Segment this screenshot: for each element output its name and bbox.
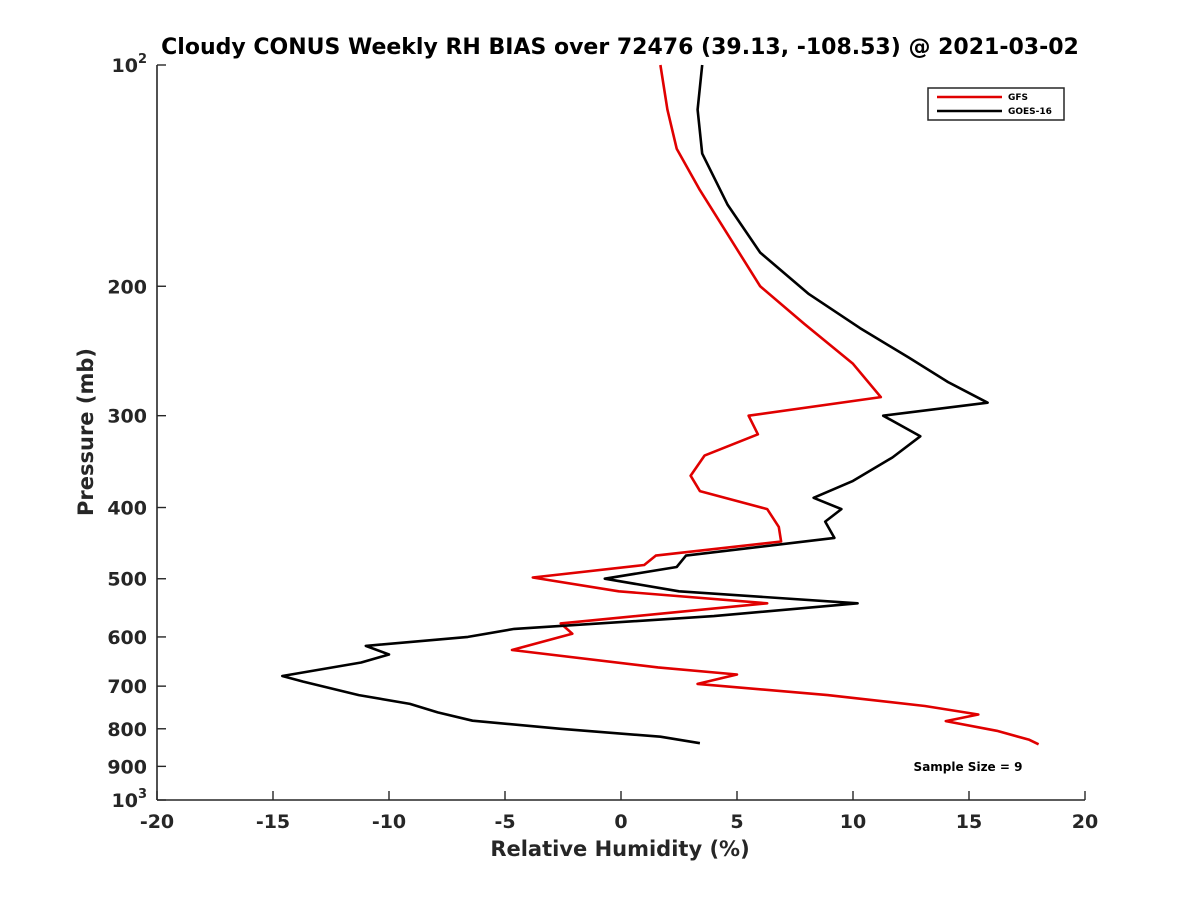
x-tick-label: -20 <box>140 811 174 833</box>
legend-label-goes16: GOES-16 <box>1008 107 1052 117</box>
x-tick-label: -5 <box>494 811 515 833</box>
sample-size-annotation: Sample Size = 9 <box>914 760 1023 774</box>
y-tick-label: 900 <box>107 756 147 778</box>
axes: -20 -15 -10 -5 0 5 10 15 20 102 200 300 400 500 600 700… <box>107 52 1098 833</box>
legend-box <box>927 87 1065 121</box>
x-tick-label: 0 <box>614 811 627 833</box>
legend: GFS GOES-16 <box>927 87 1065 121</box>
x-tick-label: 15 <box>956 811 982 833</box>
y-tick-label: 300 <box>107 406 147 428</box>
chart-title: Cloudy CONUS Weekly RH BIAS over 72476 (… <box>161 35 1079 60</box>
x-axis-label: Relative Humidity (%) <box>490 837 749 861</box>
legend-label-gfs: GFS <box>1008 93 1028 103</box>
x-tick-label: 10 <box>840 811 866 833</box>
x-tick-label: -10 <box>372 811 406 833</box>
y-tick-label: 200 <box>107 276 147 298</box>
y-axis-label: Pressure (mb) <box>74 348 98 516</box>
y-tick-label: 500 <box>107 569 147 591</box>
series-line-gfs <box>510 64 1040 746</box>
series-lines <box>280 64 1040 746</box>
y-tick-label: 800 <box>107 719 147 741</box>
y-tick-label: 103 <box>112 787 148 812</box>
x-tick-label: 20 <box>1072 811 1098 833</box>
y-tick-label: 700 <box>107 676 147 698</box>
series-line-goes16 <box>280 64 989 745</box>
x-tick-label: 5 <box>730 811 743 833</box>
y-tick-label: 102 <box>112 52 148 77</box>
x-tick-label: -15 <box>256 811 290 833</box>
y-tick-label: 600 <box>107 627 147 649</box>
y-tick-label: 400 <box>107 498 147 520</box>
